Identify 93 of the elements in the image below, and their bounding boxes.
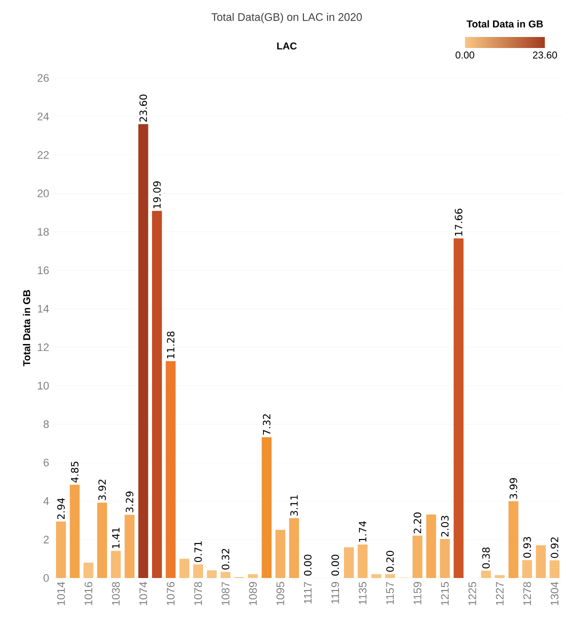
- bar: [248, 574, 258, 578]
- y-tick-label: 22: [38, 151, 49, 159]
- data-label: 11.28: [167, 332, 175, 358]
- y-tick-label: 8: [44, 420, 49, 428]
- data-label: 19.09: [153, 181, 161, 208]
- bar: [56, 521, 66, 578]
- y-tick-label: 2: [44, 536, 49, 544]
- color-bar-label: 0.00: [456, 52, 474, 59]
- data-label: 0.00: [332, 554, 340, 576]
- bar: [481, 570, 492, 578]
- data-label: 0.00: [304, 554, 312, 576]
- x-tick-label: 1225: [468, 582, 476, 606]
- data-label: 1.41: [112, 528, 120, 548]
- y-tick-label: 26: [38, 74, 49, 82]
- x-tick-label: 1278: [523, 582, 532, 606]
- data-label: 3.99: [510, 478, 518, 499]
- bar: [412, 536, 422, 578]
- x-tick-label: 1304: [550, 582, 559, 606]
- data-label: 0.38: [482, 547, 490, 568]
- bar: [454, 238, 464, 578]
- y-tick-label: 16: [38, 266, 49, 274]
- bar: [508, 501, 518, 578]
- x-tick-label: 1076: [166, 582, 175, 606]
- bar: [180, 558, 190, 578]
- bar: [206, 570, 217, 578]
- data-label: 3.92: [98, 480, 106, 500]
- x-tick-label: 1135: [358, 582, 367, 604]
- chart-subtitle: LAC: [277, 42, 297, 50]
- y-tick-label: 18: [38, 228, 49, 236]
- bar: [111, 550, 121, 578]
- x-tick-label: 1087: [222, 582, 230, 606]
- data-label: 2.03: [441, 516, 449, 537]
- data-label: 0.92: [550, 537, 558, 558]
- data-label: 2.20: [414, 512, 422, 534]
- data-label: 0.93: [523, 537, 532, 558]
- bar: [358, 544, 368, 578]
- bar: [70, 484, 80, 578]
- x-tick-label: 1095: [276, 582, 284, 606]
- x-tick-label: 1215: [441, 582, 449, 606]
- data-label: 3.29: [126, 492, 134, 512]
- data-label: 0.20: [386, 550, 394, 572]
- bar: [494, 575, 505, 578]
- y-tick-label: 14: [38, 305, 50, 313]
- data-label: 2.94: [57, 498, 65, 520]
- data-label: 0.71: [194, 541, 202, 562]
- bar: [289, 518, 300, 578]
- bar: [440, 538, 450, 578]
- data-label: 4.85: [71, 462, 79, 483]
- data-label: 1.74: [359, 521, 366, 542]
- x-tick-label: 1227: [496, 582, 504, 606]
- bar: [344, 547, 354, 578]
- color-bar-title: Total Data in GB: [466, 20, 543, 28]
- y-axis-title: Total Data in GB: [23, 290, 30, 366]
- bar: [166, 361, 176, 578]
- bar: [97, 502, 108, 578]
- bar: [550, 560, 560, 578]
- x-tick-label: 1014: [57, 582, 65, 606]
- bar: [262, 437, 272, 578]
- data-label: 0.32: [222, 548, 230, 570]
- x-tick-label: 1038: [112, 582, 120, 606]
- bar: [426, 514, 436, 578]
- bar: [124, 514, 135, 578]
- bar: [220, 572, 231, 578]
- y-tick-label: 10: [38, 382, 49, 390]
- chart-title: Total Data(GB) on LAC in 2020: [212, 12, 362, 24]
- bar: [372, 574, 382, 578]
- x-tick-label: 1117: [304, 582, 312, 604]
- bar: [385, 574, 396, 578]
- bar: [138, 124, 148, 578]
- y-tick-label: 6: [44, 458, 49, 466]
- y-tick-label: 4: [44, 497, 50, 505]
- y-tick-label: 12: [38, 343, 49, 352]
- x-tick-label: 1016: [84, 582, 92, 606]
- data-label: 23.60: [140, 94, 148, 122]
- x-tick-label: 1119: [331, 582, 340, 604]
- x-tick-label: 1074: [139, 582, 148, 606]
- bar: [193, 564, 204, 578]
- bar: [152, 210, 162, 578]
- bar: [522, 560, 532, 578]
- y-tick-label: 24: [38, 112, 50, 120]
- bar: [84, 562, 94, 578]
- y-tick-label: 0: [44, 574, 49, 582]
- x-tick-label: 1157: [386, 582, 394, 604]
- data-label: 7.32: [262, 414, 271, 435]
- x-tick-label: 1159: [414, 582, 422, 604]
- data-label: 17.66: [454, 208, 462, 236]
- y-tick-label: 20: [38, 190, 49, 198]
- x-tick-label: 1089: [249, 582, 257, 606]
- data-label: 3.11: [290, 495, 298, 516]
- bar: [536, 545, 546, 578]
- bar: [276, 530, 286, 578]
- color-bar-label: 23.60: [533, 52, 558, 59]
- x-tick-label: 1078: [194, 582, 202, 606]
